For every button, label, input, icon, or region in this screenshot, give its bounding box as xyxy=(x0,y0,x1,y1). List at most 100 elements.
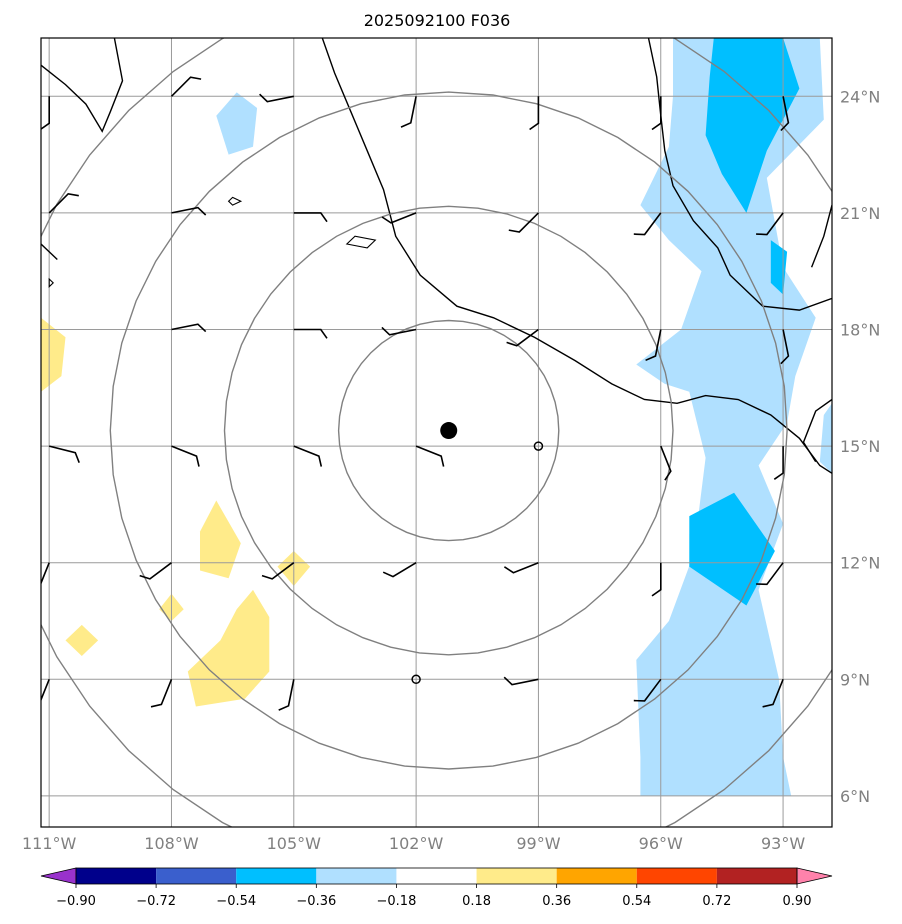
wind-barb-25 xyxy=(773,446,784,480)
wind-barb-30 xyxy=(503,561,539,574)
wind-barb-9 xyxy=(293,212,328,223)
wind-barb-28 xyxy=(261,562,295,580)
shaded-region-10 xyxy=(65,624,99,656)
island-gulf_islet xyxy=(345,235,377,249)
chart-title: 2025092100 F036 xyxy=(364,11,511,30)
wind-barb-31 xyxy=(651,562,662,597)
wind-barb-27 xyxy=(139,562,172,580)
colorbar: −0.90 −0.72 −0.54 −0.36 −0.18 0.18 0.36 0.54 0.7… xyxy=(40,867,833,909)
wind-barb-15 xyxy=(293,328,328,339)
wind-barb-38 xyxy=(762,679,784,708)
lon-tick-label-6: 93°W xyxy=(761,834,805,853)
colorbar-bin-6 xyxy=(556,868,637,884)
range-ring-1 xyxy=(223,205,674,656)
shaded-region-1 xyxy=(819,403,832,474)
lon-tick-label-0: 111°W xyxy=(22,834,77,853)
range-ring-0 xyxy=(337,319,560,542)
latitude-ticks: 6°N 9°N 12°N 15°N 18°N 21°N 24°N xyxy=(840,87,880,806)
colorbar-bin-0 xyxy=(76,868,157,884)
shaded-region-2 xyxy=(216,92,258,155)
wind-barb-37 xyxy=(633,678,662,702)
wind-barb-22 xyxy=(293,445,323,467)
shaded-region-6 xyxy=(41,317,66,392)
wind-barb-3 xyxy=(400,96,417,128)
lat-tick-label-2: 12°N xyxy=(840,554,880,573)
lat-tick-label-6: 24°N xyxy=(840,87,880,106)
colorbar-tick-label-7: 0.54 xyxy=(622,894,651,909)
lon-tick-label-2: 105°W xyxy=(267,834,322,853)
colorbar-tick-label-3: −0.36 xyxy=(296,894,336,909)
island-marias xyxy=(227,196,243,206)
map-frame xyxy=(40,37,833,828)
calm-wind-circle-1 xyxy=(411,674,421,685)
colorbar-tick-label-1: −0.72 xyxy=(136,894,176,909)
wind-barb-7 xyxy=(48,192,79,214)
wind-barb-33 xyxy=(41,679,50,702)
colorbar-bin-8 xyxy=(716,868,797,884)
wind-barb-26 xyxy=(41,562,50,586)
colorbar-bin-7 xyxy=(636,868,717,884)
wind-barb-34 xyxy=(150,679,173,708)
wind-barb-24 xyxy=(660,445,672,481)
wind-barb-2 xyxy=(259,93,294,103)
lon-tick-label-3: 102°W xyxy=(389,834,444,853)
lat-tick-label-3: 15°N xyxy=(840,437,880,456)
colorbar-outline xyxy=(75,867,798,885)
wind-barb-20 xyxy=(49,445,80,463)
wind-barb-16 xyxy=(381,326,417,336)
wind-barb-4 xyxy=(529,96,540,131)
wind-barb-8 xyxy=(171,206,207,216)
colorbar-extend-low xyxy=(40,867,77,885)
lon-tick-label-4: 99°W xyxy=(516,834,560,853)
colorbar-bin-4 xyxy=(396,868,477,884)
colorbar-tick-label-5: 0.18 xyxy=(462,894,491,909)
colorbar-tick-label-6: 0.36 xyxy=(542,894,571,909)
lat-tick-label-0: 6°N xyxy=(840,787,870,806)
wind-barb-6 xyxy=(780,96,790,132)
coastline-mexico_pacific xyxy=(321,38,832,474)
shaded-region-7 xyxy=(200,500,241,579)
coastline-baja_tip xyxy=(41,243,58,261)
coastline-yucatan_w xyxy=(810,204,832,268)
colorbar-tick-label-4: −0.18 xyxy=(377,894,417,909)
wind-barb-13 xyxy=(756,212,784,236)
wind-barb-29 xyxy=(382,562,417,578)
wind-barbs xyxy=(41,76,790,711)
lat-tick-label-5: 21°N xyxy=(840,204,880,223)
wind-barb-35 xyxy=(278,679,295,711)
center-marker-group xyxy=(440,422,458,440)
shaded-field xyxy=(41,38,832,796)
wind-barb-17 xyxy=(506,328,539,347)
longitude-ticks: 111°W 108°W 105°W 102°W 99°W 96°W 93°W xyxy=(22,834,805,853)
wind-barb-12 xyxy=(633,212,662,236)
range-ring-2 xyxy=(109,91,788,770)
shaded-region-11 xyxy=(187,589,270,707)
wind-barb-32 xyxy=(756,562,784,586)
storm-center-dot xyxy=(440,422,458,440)
wind-barb-23 xyxy=(415,445,445,467)
coastline-mexico_gulf xyxy=(647,38,832,311)
wind-barb-21 xyxy=(171,445,200,467)
wind-barb-14 xyxy=(171,323,207,333)
lon-tick-label-5: 96°W xyxy=(639,834,683,853)
shaded-region-3 xyxy=(705,38,800,213)
colorbar-tick-label-0: −0.90 xyxy=(56,894,96,909)
colorbar-bin-5 xyxy=(476,868,557,884)
wind-barb-1 xyxy=(170,76,202,97)
wind-barb-18 xyxy=(645,329,662,362)
wind-barb-11 xyxy=(508,212,539,233)
coastline-guatemala xyxy=(802,398,832,463)
colorbar-bin-2 xyxy=(236,868,317,884)
lat-tick-label-4: 18°N xyxy=(840,321,880,340)
colorbar-tick-label-8: 0.72 xyxy=(702,894,731,909)
wind-barb-10 xyxy=(381,212,417,224)
colorbar-bin-3 xyxy=(316,868,397,884)
colorbar-extend-high xyxy=(796,867,833,885)
island-revillagigedo xyxy=(48,277,54,288)
wind-barb-0 xyxy=(41,96,50,131)
wind-barb-36 xyxy=(503,676,539,686)
calm-wind-circle-0 xyxy=(533,441,544,451)
coastlines xyxy=(41,38,832,474)
colorbar-tick-label-2: −0.54 xyxy=(216,894,256,909)
